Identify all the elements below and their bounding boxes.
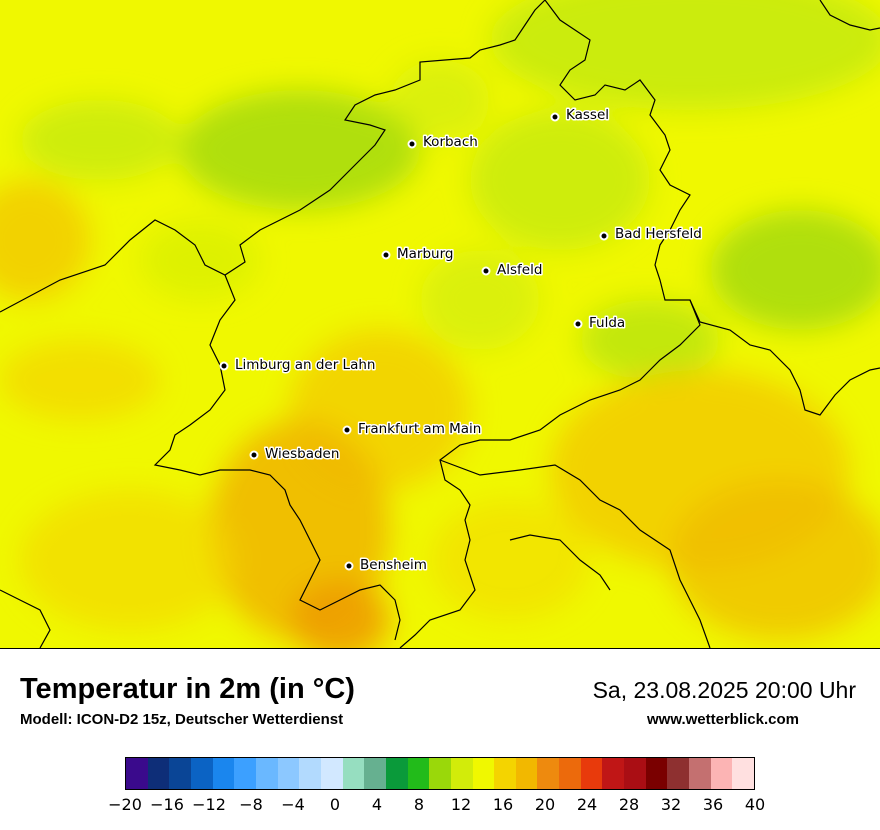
legend-tick-label: −12 — [192, 795, 226, 814]
city-wiesbaden[interactable]: Wiesbaden — [249, 445, 341, 464]
city-dot — [550, 112, 560, 122]
legend-swatch — [429, 758, 451, 789]
temperature-field — [0, 0, 880, 648]
city-dot — [481, 266, 491, 276]
legend-tick-label: 24 — [576, 795, 598, 814]
legend-tick-label: 20 — [534, 795, 556, 814]
legend-tick-label: −8 — [239, 795, 263, 814]
legend-tick-label: −20 — [108, 795, 142, 814]
city-label: Kassel — [566, 107, 609, 123]
legend-swatch — [364, 758, 386, 789]
map-title: Temperatur in 2m (in °C) — [20, 673, 355, 705]
city-korbach[interactable]: Korbach — [407, 133, 479, 152]
legend-tick-label: 8 — [413, 795, 425, 814]
legend-tick-label: −4 — [281, 795, 305, 814]
city-frankfurt-am-main[interactable]: Frankfurt am Main — [342, 420, 483, 439]
legend-swatch — [147, 758, 170, 789]
city-bad-hersfeld[interactable]: Bad Hersfeld — [599, 225, 703, 244]
city-label: Frankfurt am Main — [358, 421, 481, 437]
map-canvas: Kassel Korbach Bad Hersfeld Marburg Alsf… — [0, 0, 880, 648]
city-fulda[interactable]: Fulda — [573, 314, 627, 333]
city-limburg-an-der-lahn[interactable]: Limburg an der Lahn — [219, 356, 377, 375]
city-marburg[interactable]: Marburg — [381, 245, 455, 264]
city-label: Marburg — [397, 246, 453, 262]
legend-swatch — [212, 758, 235, 789]
legend-swatch — [515, 758, 538, 789]
forecast-datetime: Sa, 23.08.2025 20:00 Uhr — [592, 677, 856, 703]
legend-swatch — [190, 758, 213, 789]
legend-swatch — [169, 758, 191, 789]
legend-swatch — [299, 758, 321, 789]
city-label: Fulda — [589, 315, 625, 331]
legend-swatch — [255, 758, 278, 789]
legend-tick-label: −16 — [150, 795, 184, 814]
city-dot — [573, 319, 583, 329]
legend-tick-label: 4 — [371, 795, 383, 814]
website-link[interactable]: www.wetterblick.com — [647, 711, 799, 728]
city-dot — [599, 231, 609, 241]
city-label: Bensheim — [360, 557, 427, 573]
map-footer: Temperatur in 2m (in °C) Modell: ICON-D2… — [0, 649, 880, 830]
legend-swatch — [559, 758, 581, 789]
city-alsfeld[interactable]: Alsfeld — [481, 261, 544, 280]
legend-swatch — [645, 758, 668, 789]
city-dot — [249, 450, 259, 460]
legend-swatch — [234, 758, 256, 789]
city-kassel[interactable]: Kassel — [550, 106, 611, 125]
legend-swatch — [732, 758, 755, 789]
city-label: Alsfeld — [497, 262, 542, 278]
legend-tick-label: 40 — [744, 795, 766, 814]
city-label: Bad Hersfeld — [615, 226, 702, 242]
legend-tick-label: 0 — [329, 795, 341, 814]
state-borders — [0, 0, 880, 648]
legend-swatch — [320, 758, 343, 789]
legend-swatch — [602, 758, 625, 789]
city-dot — [219, 361, 229, 371]
city-dot — [381, 250, 391, 260]
legend-swatch — [689, 758, 711, 789]
city-label: Limburg an der Lahn — [235, 357, 375, 373]
legend-swatch — [710, 758, 733, 789]
legend-swatch — [537, 758, 560, 789]
legend-tick-label: 12 — [450, 795, 472, 814]
legend-swatch — [342, 758, 365, 789]
legend-swatch — [494, 758, 516, 789]
legend-swatch — [667, 758, 690, 789]
legend-swatch — [385, 758, 408, 789]
legend-swatch — [450, 758, 473, 789]
legend-swatch — [126, 758, 148, 789]
city-dot — [407, 139, 417, 149]
legend-tick-label: 32 — [660, 795, 682, 814]
legend-swatch — [277, 758, 300, 789]
city-label: Wiesbaden — [265, 446, 339, 462]
legend-swatch — [407, 758, 430, 789]
legend-swatch — [624, 758, 646, 789]
city-dot — [344, 561, 354, 571]
legend-swatch — [580, 758, 603, 789]
city-label: Korbach — [423, 134, 478, 150]
legend-tick-label: 28 — [618, 795, 640, 814]
legend-tick-label: 16 — [492, 795, 514, 814]
model-source: Modell: ICON-D2 15z, Deutscher Wetterdie… — [20, 711, 344, 728]
legend-ticks: −20 −16 −12 −8 −4 0 4 8 12 16 20 24 28 32 36 40 — [0, 795, 880, 819]
temperature-map: Kassel Korbach Bad Hersfeld Marburg Alsf… — [0, 0, 880, 649]
city-dot — [342, 425, 352, 435]
color-legend — [125, 757, 755, 790]
legend-swatch — [472, 758, 495, 789]
city-markers: Kassel Korbach Bad Hersfeld Marburg Alsf… — [219, 106, 703, 575]
city-bensheim[interactable]: Bensheim — [344, 556, 428, 575]
legend-tick-label: 36 — [702, 795, 724, 814]
